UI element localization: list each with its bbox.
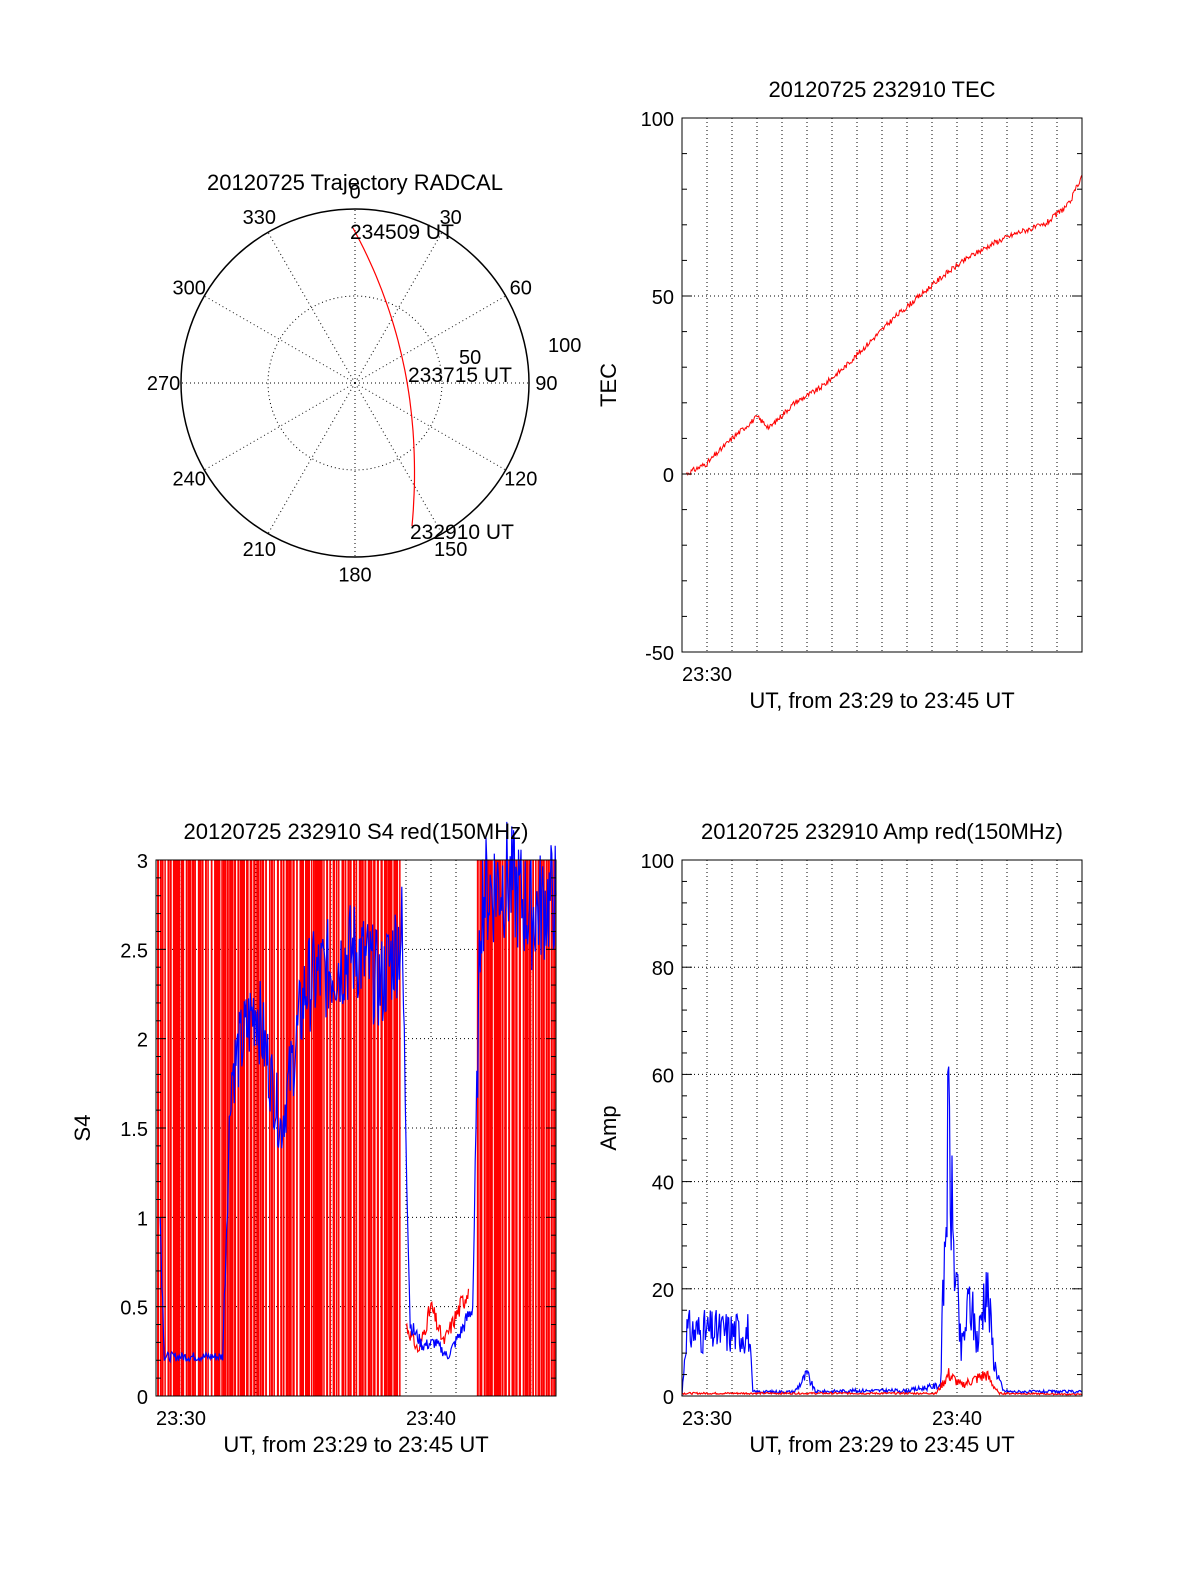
polar-trajectory-chart: 0 30 60 90 120 150 180 210 240 270 300 330 50 100 2329… [147,170,581,586]
y-tick-label: 80 [652,958,674,980]
polar-spoke [267,382,356,534]
y-tick-label: 0.5 [120,1298,148,1320]
chart-title: 20120725 232910 S4 red(150MHz) [184,819,529,844]
y-tick-label: 3 [137,851,148,873]
polar-spoke [204,295,356,384]
trajectory-line [352,227,416,527]
chart-title: 20120725 232910 Amp red(150MHz) [701,819,1063,844]
s4-line-chart: 0 0.5 1 1.5 2 2.5 3 23:30 23:40 20120725 232910 S… [70,819,557,1457]
y-tick-label: 20 [652,1280,674,1302]
polar-angle-label: 270 [147,373,180,395]
trajectory-label-start: 232910 UT [410,521,514,544]
series-line-red [405,1288,470,1354]
series-line-red [681,1368,1082,1396]
polar-angle-label: 60 [510,277,532,299]
trajectory-label-mid: 233715 UT [408,364,512,387]
polar-angle-label: 0 [349,182,360,204]
y-tick-label: 40 [652,1173,674,1195]
series-line-blue [681,1066,1082,1397]
amp-line-chart: 0 20 40 60 80 100 23:30 23:40 20120725 232910 Am… [596,819,1083,1457]
y-tick-label: -50 [645,643,674,665]
tec-line-chart: -50 0 50 100 23:30 20120725 232910 TEC UT, fro… [596,77,1083,713]
series-line-red [685,174,1083,476]
y-tick-label: 100 [641,851,674,873]
polar-angle-label: 120 [504,469,537,491]
plot-frame [681,117,1083,653]
x-axis-label: UT, from 23:29 to 23:45 UT [749,1432,1014,1457]
chart-title: 20120725 232910 TEC [768,77,995,102]
x-axis-label: UT, from 23:29 to 23:45 UT [749,688,1014,713]
y-tick-label: 0 [663,465,674,487]
polar-angle-label: 210 [243,539,276,561]
polar-angle-label: 180 [338,564,371,586]
chart-title: 20120725 Trajectory RADCAL [207,170,503,195]
polar-angle-label: 150 [434,539,467,561]
polar-boundary [180,208,530,558]
polar-spoke [354,382,506,471]
plot-frame [681,859,1083,1397]
y-tick-label: 2.5 [120,940,148,962]
trajectory-label-end: 234509 UT [350,221,454,244]
y-tick-label: 1.5 [120,1119,148,1141]
polar-angle-label: 240 [173,469,206,491]
polar-spoke [354,382,443,534]
x-axis-label: UT, from 23:29 to 23:45 UT [223,1432,488,1457]
series-line-blue [159,821,557,1364]
y-tick-label: 100 [641,109,674,131]
polar-angle-label: 30 [440,207,462,229]
polar-angle-label: 300 [173,277,206,299]
polar-spoke [204,382,356,471]
x-tick-label: 23:30 [156,1408,206,1430]
polar-spoke [267,232,356,384]
polar-ring [267,295,443,471]
x-tick-label: 23:30 [682,664,732,686]
y-tick-label: 2 [137,1030,148,1052]
y-axis-label: S4 [70,1115,95,1142]
polar-spoke [354,232,443,384]
x-tick-label: 23:40 [406,1408,456,1430]
y-axis-label: Amp [596,1105,621,1150]
polar-radial-label: 50 [459,347,481,369]
y-tick-label: 60 [652,1065,674,1087]
x-tick-label: 23:30 [682,1408,732,1430]
y-axis-label: TEC [596,363,621,407]
y-tick-label: 50 [652,287,674,309]
x-tick-label: 23:40 [932,1408,982,1430]
polar-spoke [354,295,506,384]
polar-angle-label: 330 [243,207,276,229]
polar-angle-label: 90 [535,373,557,395]
y-tick-label: 0 [137,1387,148,1409]
y-tick-label: 1 [137,1208,148,1230]
polar-radial-label: 100 [548,335,581,357]
y-tick-label: 0 [663,1387,674,1409]
